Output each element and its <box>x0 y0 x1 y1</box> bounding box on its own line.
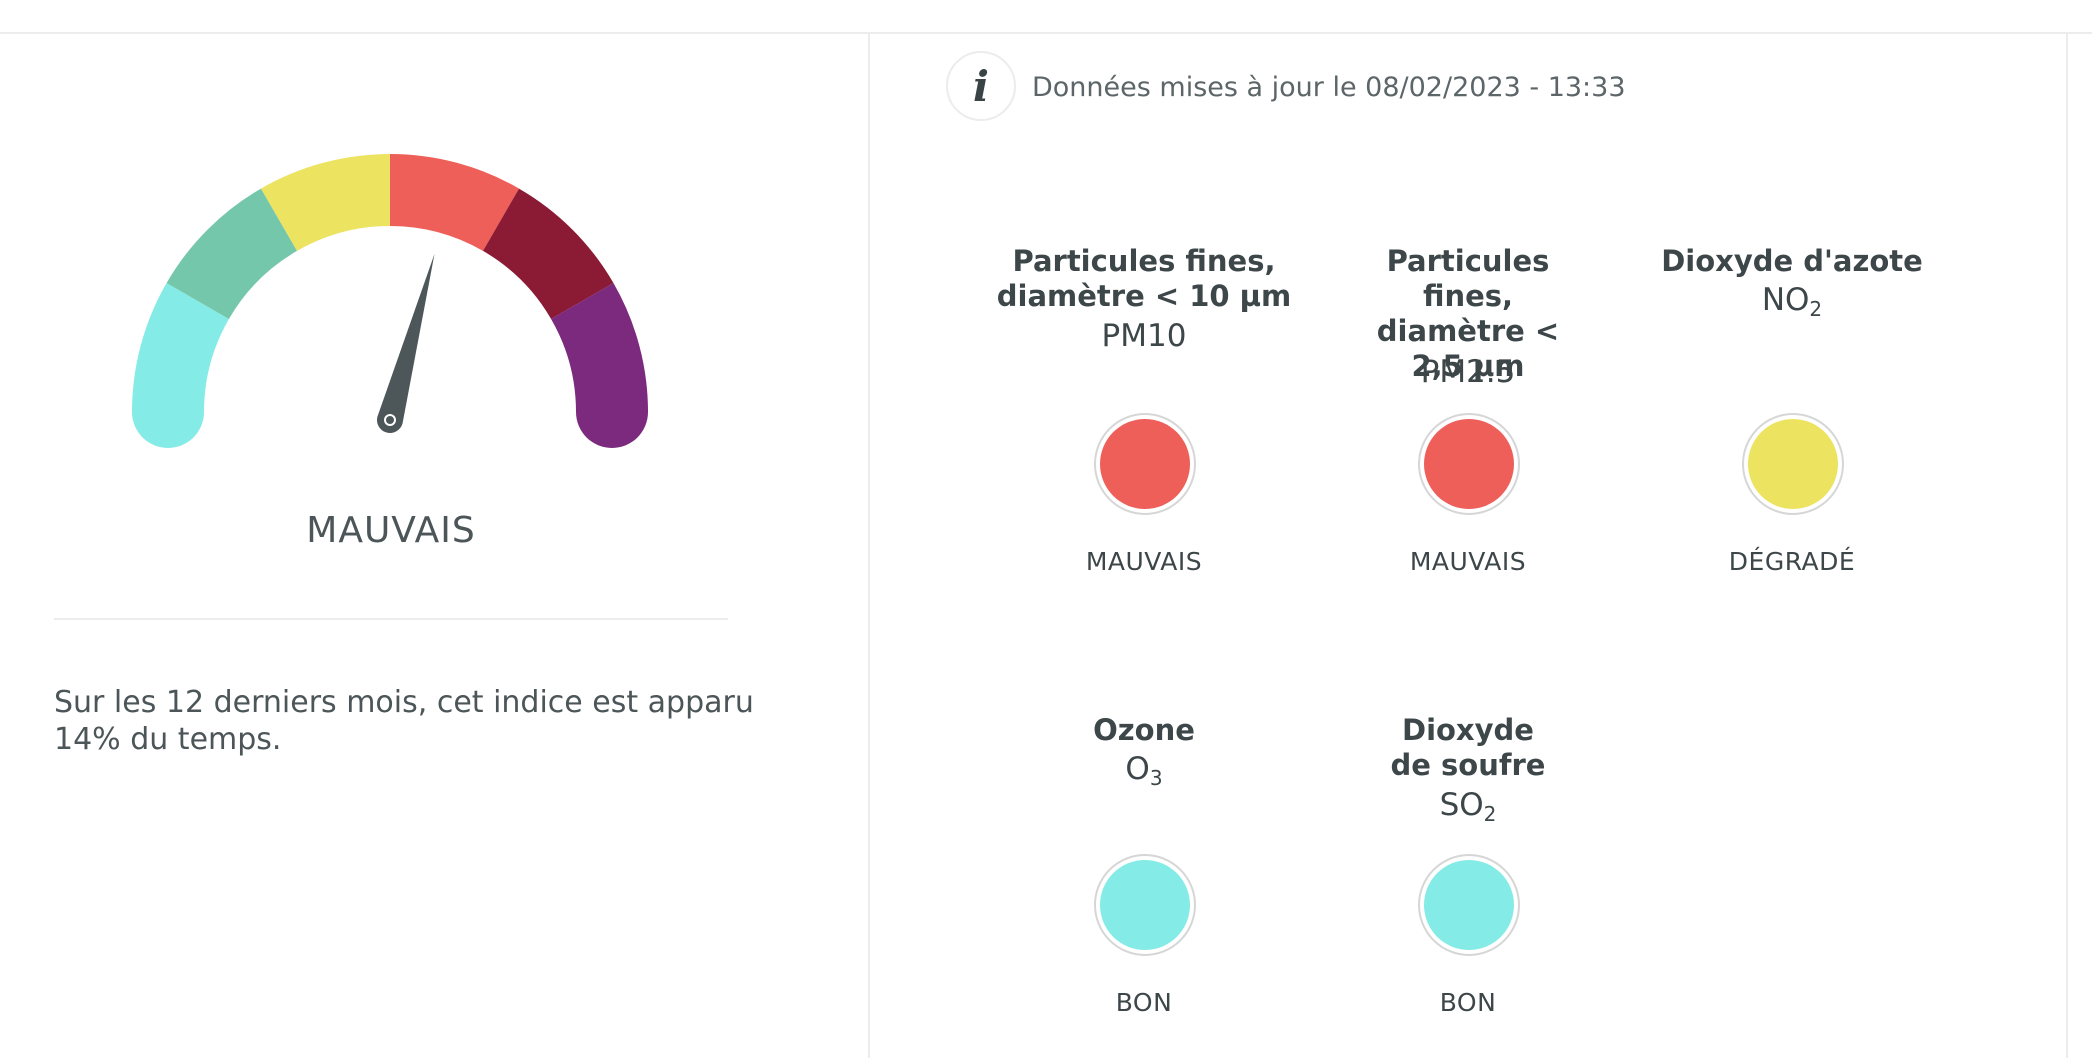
gauge-segment-3 <box>261 154 390 251</box>
indicator-fill <box>1424 860 1514 950</box>
left-divider <box>54 618 728 620</box>
gauge-cap-left <box>132 376 204 448</box>
gauge-cap-right <box>576 376 648 448</box>
pollutant-name: Dioxyde de soufre <box>1390 713 1546 782</box>
gauge-segment-2 <box>166 188 297 319</box>
pollutant-formula: PM10 <box>1101 318 1187 354</box>
right-divider <box>2066 34 2068 1058</box>
pollutant-indicator <box>1094 854 1196 956</box>
top-divider <box>0 32 2092 34</box>
indicator-fill <box>1100 419 1190 509</box>
air-quality-gauge <box>132 154 648 448</box>
pollutant-name: Particules fines, diamètre < 10 µm <box>996 244 1292 313</box>
pollutant-name: Ozone <box>1093 713 1195 747</box>
indicator-fill <box>1424 419 1514 509</box>
pollutant-indicator <box>1094 413 1196 515</box>
pollutant-formula: SO2 <box>1439 787 1497 826</box>
indicator-fill <box>1100 860 1190 950</box>
gauge-needle <box>377 253 435 433</box>
pollutant-formula: O3 <box>1125 751 1163 790</box>
pollutant-status: MAUVAIS <box>1409 547 1527 576</box>
gauge-segment-5 <box>483 188 614 319</box>
update-timestamp: Données mises à jour le 08/02/2023 - 13:… <box>1032 72 1626 103</box>
column-divider <box>868 34 870 1058</box>
pollutant-name: Particules fines, diamètre < 2,5 µm <box>1376 244 1560 383</box>
indicator-fill <box>1748 419 1838 509</box>
pollutant-formula: NO2 <box>1761 282 1823 321</box>
pollutant-status: BON <box>1115 988 1173 1017</box>
pollutant-indicator <box>1418 413 1520 515</box>
history-text: Sur les 12 derniers mois, cet indice est… <box>54 685 754 757</box>
pollutant-indicator <box>1742 413 1844 515</box>
pollutant-status: BON <box>1439 988 1497 1017</box>
pollutant-formula: PM2.5 <box>1420 354 1516 390</box>
gauge-segment-4 <box>390 154 519 251</box>
gauge-status-label: MAUVAIS <box>306 510 476 551</box>
pollutant-status: MAUVAIS <box>1085 547 1203 576</box>
pollutant-status: DÉGRADÉ <box>1728 547 1856 576</box>
info-icon[interactable]: i <box>946 51 1016 121</box>
pollutant-name: Dioxyde d'azote <box>1661 244 1923 278</box>
pollutant-indicator <box>1418 854 1520 956</box>
gauge-needle-hub <box>384 414 396 426</box>
